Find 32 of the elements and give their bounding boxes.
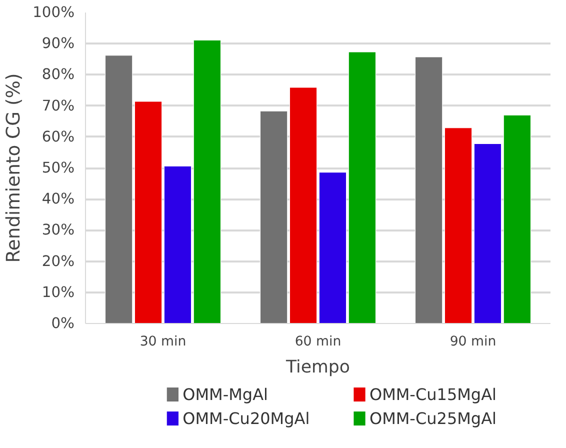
y-tick-label: 60% [42, 128, 75, 146]
bar [318, 172, 347, 324]
y-tick-label: 100% [32, 4, 75, 21]
bar [503, 114, 531, 324]
legend-label: OMM-Cu25MgAl [369, 409, 496, 428]
x-tick-label: 30 min [140, 334, 186, 350]
legend-label: OMM-Cu20MgAl [182, 409, 310, 428]
bar [260, 110, 288, 324]
bar [193, 40, 221, 324]
bar [105, 55, 133, 324]
y-axis-title: Rendimiento CG (%) [4, 73, 25, 263]
x-tick-label: 90 min [450, 334, 496, 350]
legend-label: OMM-MgAl [182, 385, 268, 404]
bar [474, 143, 502, 324]
y-tick-label: 50% [42, 160, 75, 176]
bar [415, 56, 443, 324]
y-tick-label: 40% [42, 190, 75, 208]
x-tick-label: 60 min [294, 334, 342, 350]
y-tick-label: 80% [42, 66, 75, 84]
y-tick-label: 70% [42, 97, 75, 114]
bar [348, 52, 376, 324]
bar [444, 128, 472, 324]
y-tick-label: 30% [42, 222, 75, 239]
bar [134, 101, 162, 324]
bar [164, 166, 192, 324]
y-tick-label: 0% [51, 315, 75, 332]
y-tick-label: 10% [42, 284, 75, 301]
y-tick-label: 90% [42, 35, 75, 52]
legend-label: OMM-Cu15MgAl [369, 385, 496, 404]
x-axis-title: Tiempo [284, 358, 350, 378]
y-tick-label: 20% [42, 252, 75, 270]
bar [289, 87, 318, 324]
